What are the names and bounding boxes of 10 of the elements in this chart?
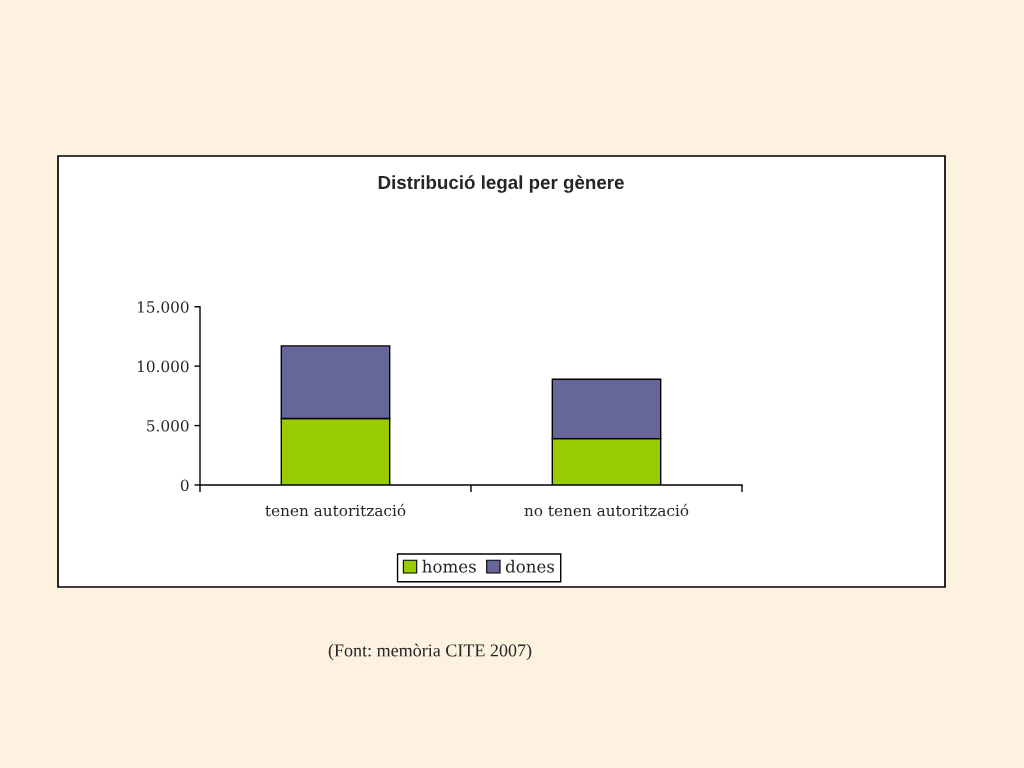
chart-title: Distribució legal per gènere bbox=[378, 175, 624, 193]
y-tick-label: 0 bbox=[180, 479, 189, 492]
text: (Font: memòria CITE 2007) bbox=[328, 643, 532, 661]
x-tick-label: no tenen autorització bbox=[524, 503, 689, 517]
x-tick-label: tenen autorització bbox=[265, 503, 406, 517]
legend-label: dones bbox=[505, 559, 555, 573]
legend-label: homes bbox=[422, 559, 476, 573]
y-tick-label: 5.000 bbox=[147, 420, 189, 432]
y-tick-label: 15.000 bbox=[137, 301, 189, 313]
y-tick-label: 10.000 bbox=[137, 360, 189, 373]
